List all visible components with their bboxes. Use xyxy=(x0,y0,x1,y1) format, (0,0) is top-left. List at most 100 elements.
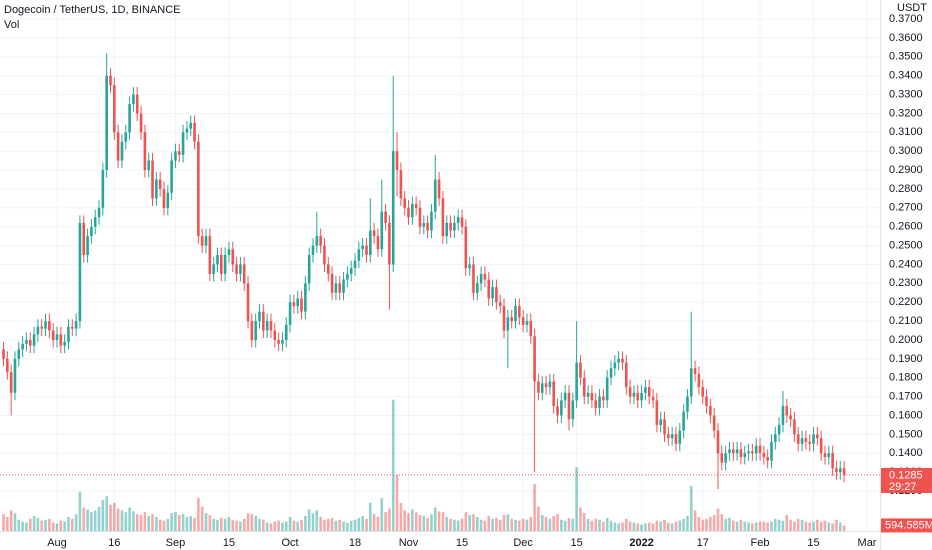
volume-bar xyxy=(422,516,426,531)
volume-bar xyxy=(391,399,395,531)
candle-body xyxy=(460,217,464,227)
candle-body xyxy=(598,396,601,408)
candle-body xyxy=(487,279,491,299)
candle-body xyxy=(613,362,617,369)
volume-bar xyxy=(63,521,66,531)
candle-body xyxy=(506,317,510,331)
volume-bar xyxy=(739,519,743,531)
candle-body xyxy=(774,434,777,442)
volume-bar xyxy=(640,524,643,531)
candle-body xyxy=(709,406,712,416)
volume-bar xyxy=(777,519,781,531)
volume-bar xyxy=(388,508,391,531)
candle-body xyxy=(105,75,108,171)
candle-body xyxy=(453,222,456,231)
candle-body xyxy=(113,85,116,133)
candle-body xyxy=(751,451,754,454)
volume-bar xyxy=(838,522,842,531)
chart-title: Dogecoin / TetherUS, 1D, BINANCE xyxy=(4,4,180,16)
volume-bar xyxy=(525,519,529,531)
candle-body xyxy=(338,283,342,293)
y-tick-label: 0.2700 xyxy=(889,202,923,214)
candle-body xyxy=(296,298,300,306)
volume-bar xyxy=(353,519,357,531)
candle-body xyxy=(63,341,66,346)
volume-bar xyxy=(670,523,674,531)
volume-bar xyxy=(808,522,811,531)
volume-bar xyxy=(208,515,212,531)
volume-bar xyxy=(158,519,162,531)
volume-bar xyxy=(498,519,502,531)
candle-body xyxy=(166,192,170,208)
candle-body xyxy=(422,222,426,227)
volume-bar xyxy=(6,516,9,531)
volume-bar xyxy=(502,515,506,531)
volume-bar xyxy=(147,516,151,531)
candle-body xyxy=(590,392,594,401)
y-tick-label: 0.2100 xyxy=(889,315,923,327)
volume-bar xyxy=(265,522,269,531)
candle-body xyxy=(193,122,196,142)
candle-body xyxy=(311,245,315,256)
volume-bar xyxy=(384,512,387,531)
candle-body xyxy=(651,396,655,401)
candle-body xyxy=(139,113,143,133)
volume-bar xyxy=(250,514,254,531)
candle-body xyxy=(93,217,97,227)
candle-body xyxy=(697,373,701,388)
candle-body xyxy=(307,255,311,284)
candle-body xyxy=(808,441,811,444)
y-tick-label: 0.2800 xyxy=(889,183,923,195)
volume-bar xyxy=(678,520,682,531)
candle-body xyxy=(304,283,307,312)
volume-bar xyxy=(292,520,296,531)
y-tick-label: 0.3500 xyxy=(889,51,923,63)
volume-bar xyxy=(743,521,747,531)
volume-bar xyxy=(663,519,666,531)
y-tick-label: 0.3100 xyxy=(889,126,923,138)
candle-body xyxy=(716,430,720,454)
volume-bar xyxy=(724,518,727,531)
candle-body xyxy=(514,305,517,322)
last-volume-label: 594.585M xyxy=(885,519,932,531)
volume-bar xyxy=(239,521,242,531)
candle-body xyxy=(334,283,338,293)
volume-bar xyxy=(560,519,563,531)
volume-bar xyxy=(25,522,28,531)
volume-bar xyxy=(758,521,762,531)
volume-bar xyxy=(323,519,326,531)
volume-bar xyxy=(128,507,131,531)
candle-body xyxy=(158,179,162,189)
volume-bar xyxy=(116,508,120,531)
candle-body xyxy=(563,392,567,401)
volume-bar xyxy=(823,520,827,531)
volume-bar xyxy=(514,519,517,531)
candle-body xyxy=(380,211,384,250)
candle-body xyxy=(766,457,769,461)
candle-body xyxy=(319,236,322,246)
candle-body xyxy=(330,273,334,293)
candle-body xyxy=(445,222,449,237)
volume-bar xyxy=(151,514,154,531)
volume-bar xyxy=(120,510,124,531)
candle-body xyxy=(640,392,643,401)
candle-body xyxy=(342,279,345,293)
candle-body xyxy=(739,449,743,458)
volume-bar xyxy=(326,518,330,531)
candle-body xyxy=(770,441,773,461)
candle-body xyxy=(384,211,387,223)
volume-bar xyxy=(693,510,697,531)
volume-bar xyxy=(613,522,617,531)
volume-bar xyxy=(774,518,777,531)
candle-body xyxy=(705,396,708,407)
candle-body xyxy=(594,400,598,408)
volume-bar xyxy=(300,519,303,531)
volume-bar xyxy=(223,518,227,531)
candle-body xyxy=(521,317,525,325)
volume-bar xyxy=(433,507,437,531)
volume-bar xyxy=(735,521,739,531)
volume-bar xyxy=(770,521,773,531)
candle-body xyxy=(376,236,380,250)
candle-body xyxy=(441,198,445,237)
candle-body xyxy=(625,362,628,388)
